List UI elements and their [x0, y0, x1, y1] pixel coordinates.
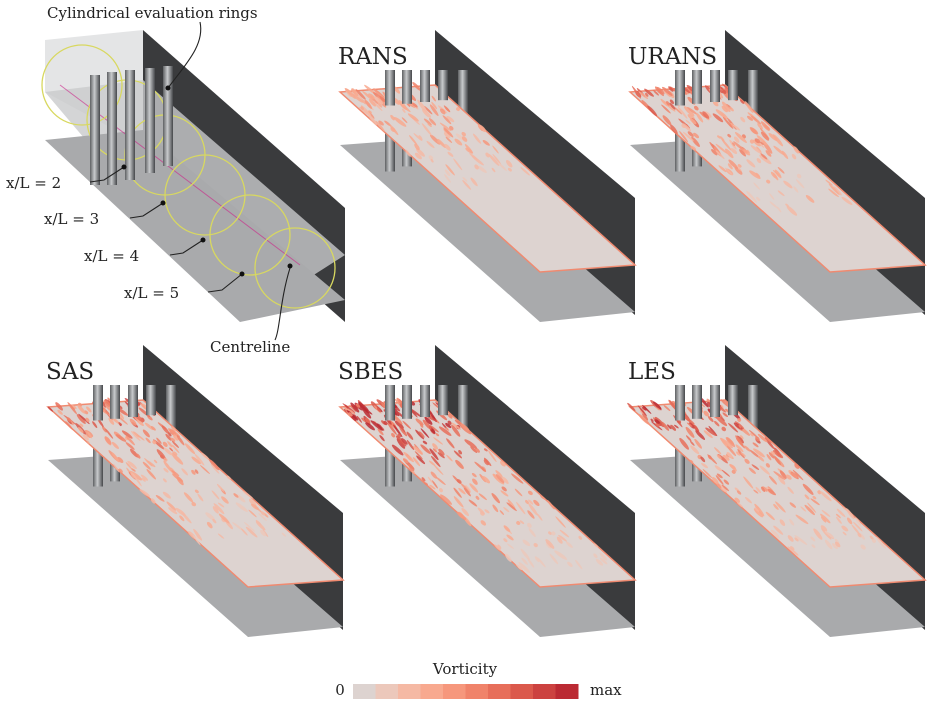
cylinder-upper: [692, 385, 702, 419]
cylinder-upper: [110, 385, 120, 419]
cylinder-upper: [420, 70, 430, 102]
panel-title: SBES: [338, 359, 403, 385]
cylinder-upper: [458, 385, 468, 413]
cylinder-upper: [420, 385, 430, 417]
cylinder-upper: [385, 70, 395, 106]
colorbar-min: 0: [335, 681, 345, 699]
colorbar-swatch: [511, 684, 534, 699]
cylinder-upper: [710, 385, 720, 417]
colorbar-swatch: [421, 684, 444, 699]
cylinder-upper: [748, 70, 758, 98]
colorbar-swatch: [556, 684, 579, 699]
station-label: x/L = 3: [44, 210, 99, 228]
colorbar-swatch: [488, 684, 511, 699]
colorbar-swatch: [533, 684, 556, 699]
panel-title: LES: [628, 359, 676, 385]
panel: LES: [626, 345, 925, 637]
colorbar-swatch: [398, 684, 421, 699]
colorbar-swatch: [443, 684, 466, 699]
colorbar-max: max: [590, 681, 622, 699]
colorbar-swatch: [466, 684, 489, 699]
cylinder-upper: [402, 70, 412, 104]
cylinder-upper: [128, 385, 138, 417]
cylinder-upper: [146, 385, 156, 415]
colorbar-swatch: [353, 684, 376, 699]
cylinder-upper: [93, 385, 103, 421]
panel-title: SAS: [46, 359, 94, 385]
rings-label: Cylindrical evaluation rings: [47, 4, 258, 22]
cylinder-upper: [166, 385, 176, 413]
cylinder-upper: [748, 385, 758, 413]
cylinder-upper: [402, 385, 412, 419]
cylinder-upper: [675, 385, 685, 421]
cylinder-upper: [692, 70, 702, 104]
colorbar-title: Vorticity: [432, 660, 498, 678]
cylinder-upper: [728, 385, 738, 415]
colorbar-swatch: [376, 684, 399, 699]
station-label: x/L = 4: [84, 247, 139, 265]
panel-title: RANS: [338, 44, 408, 70]
centreline-label: Centreline: [210, 338, 290, 356]
ring-panel: Cylindrical evaluation rings x/L = 2 x/L…: [6, 4, 345, 356]
cylinder-upper: [675, 70, 685, 106]
panel: SBES: [338, 345, 635, 637]
panel-title: URANS: [628, 44, 717, 70]
cylinder-upper: [710, 70, 720, 102]
station-label: x/L = 2: [6, 174, 61, 192]
colorbar: Vorticity 0 max: [335, 660, 622, 699]
cylinder-upper: [385, 385, 395, 421]
panel: RANS: [338, 30, 635, 322]
cylinder-upper: [438, 385, 448, 415]
cylinder-upper: [728, 70, 738, 100]
figure: Cylindrical evaluation rings x/L = 2 x/L…: [0, 0, 930, 702]
station-label: x/L = 5: [124, 284, 179, 302]
panel: SAS: [46, 345, 343, 637]
panel: URANS: [628, 30, 925, 322]
cylinder-upper: [438, 70, 448, 100]
cylinder-upper: [458, 70, 468, 98]
